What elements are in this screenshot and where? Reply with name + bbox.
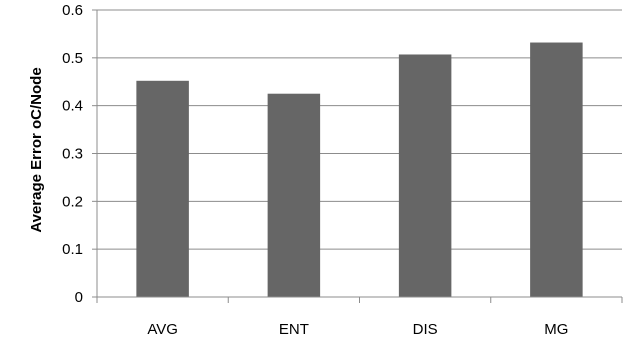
- bars: [136, 42, 583, 297]
- x-category-labels: AVG ENT DIS MG: [147, 321, 568, 338]
- bar-ent: [267, 93, 321, 297]
- y-tick-labels: 0 0.1 0.2 0.3 0.4 0.5 0.6: [62, 2, 83, 306]
- x-category-label: MG: [544, 321, 568, 338]
- bar-avg: [136, 80, 189, 297]
- y-tick-label: 0.6: [62, 2, 83, 19]
- y-axis-title: Average Error oC/Node: [28, 67, 45, 232]
- y-tick-label: 0.1: [62, 241, 83, 258]
- y-tick-label: 0.3: [62, 146, 83, 163]
- bar-mg: [530, 42, 583, 297]
- y-tick-label: 0: [75, 289, 83, 306]
- y-tick-label: 0.2: [62, 193, 83, 210]
- x-category-label: AVG: [147, 321, 178, 338]
- x-category-label: DIS: [413, 321, 438, 338]
- x-category-label: ENT: [279, 321, 309, 338]
- axes: [92, 9, 623, 303]
- bar-dis: [398, 54, 452, 297]
- y-tick-label: 0.5: [62, 50, 83, 67]
- y-tick-label: 0.4: [62, 98, 83, 115]
